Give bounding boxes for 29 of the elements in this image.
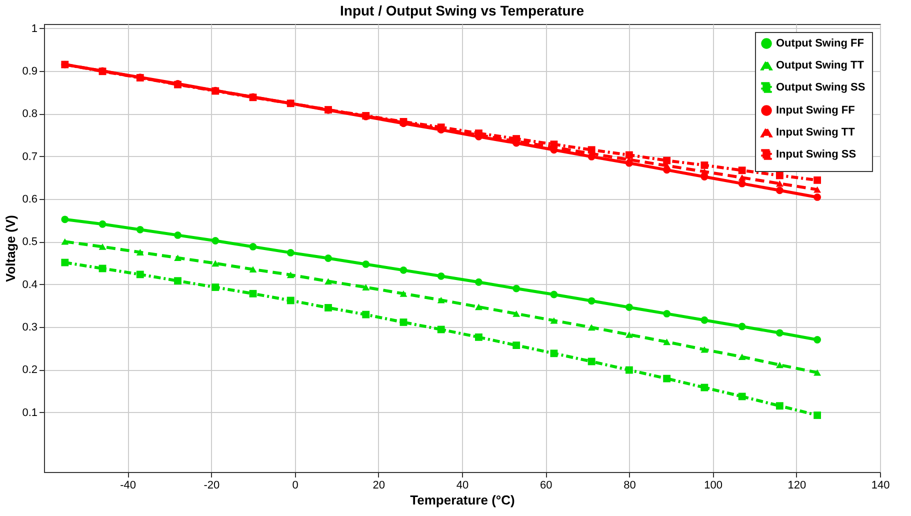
y-tick-label: 0.4: [22, 278, 38, 291]
y-tick-label: 0.9: [22, 65, 38, 78]
y-tick-label: 0.3: [22, 321, 38, 334]
y-tick-label: 0.7: [22, 150, 38, 163]
x-tick-label: 140: [871, 480, 890, 492]
y-tick-label: 0.8: [22, 108, 38, 120]
x-tick-label: -40: [120, 480, 136, 492]
y-axis-title: Voltage (V): [3, 215, 18, 282]
x-tick-label: 40: [456, 480, 469, 492]
x-tick-label: -20: [204, 480, 220, 492]
y-tick-label: 0.6: [22, 193, 38, 206]
legend-label: Input Swing TT: [776, 126, 856, 138]
legend-label: Input Swing FF: [776, 104, 856, 116]
y-tick-label: 0.1: [22, 406, 38, 419]
x-tick-label: 100: [704, 480, 722, 492]
x-tick-label: 120: [788, 480, 806, 492]
x-tick-label: 20: [372, 480, 386, 492]
legend-label: Output Swing TT: [776, 60, 864, 72]
x-axis-title: Temperature (°C): [410, 492, 515, 508]
x-tick-label: 80: [624, 480, 636, 492]
legend-label: Input Swing SS: [776, 148, 856, 160]
y-tick-label: 0.5: [22, 236, 38, 248]
x-tick-label: 60: [540, 480, 552, 492]
legend-label: Output Swing SS: [776, 82, 866, 94]
chart-title: Input / Output Swing vs Temperature: [340, 2, 584, 18]
y-tick-label: 0.2: [22, 364, 38, 376]
y-tick-label: 1: [31, 22, 38, 35]
x-tick-label: 0: [292, 480, 298, 492]
legend-label: Output Swing FF: [776, 38, 864, 50]
